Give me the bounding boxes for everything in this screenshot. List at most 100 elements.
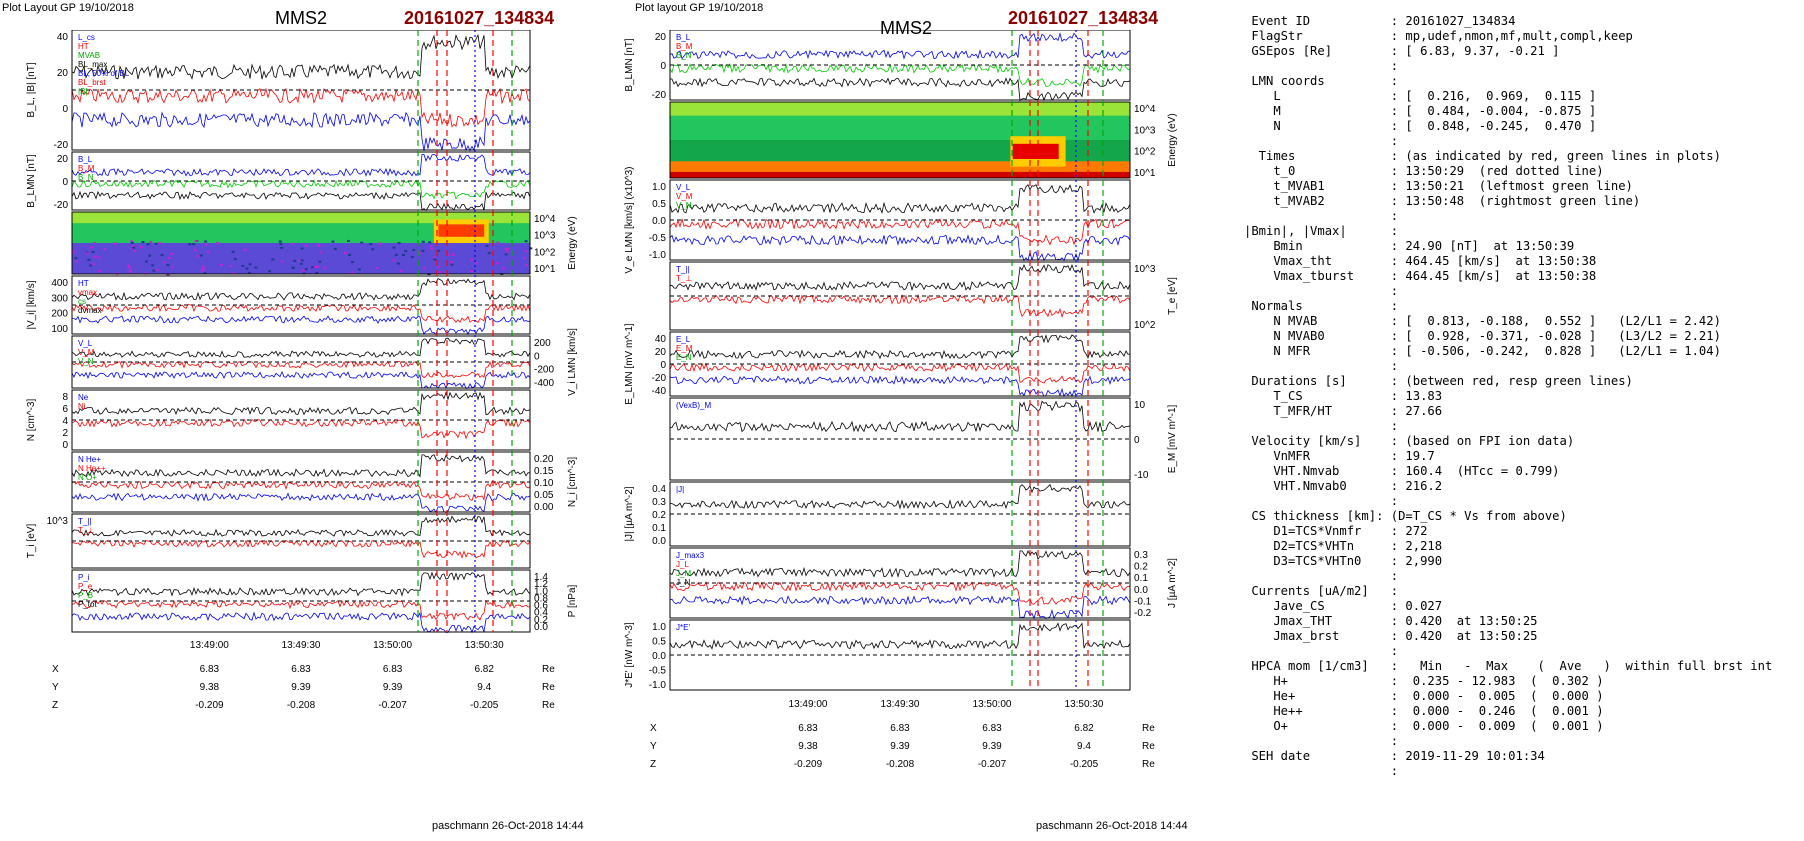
series-line (71, 418, 531, 440)
summary-line: D3=TCS*VHTn0 : 2,990 (1244, 554, 1443, 568)
spectrogram-speckle (141, 241, 145, 244)
y-tick-label: -20 (652, 90, 667, 101)
pos-row-value: 6.83 (890, 723, 910, 734)
panel-frame (669, 179, 1131, 261)
spectrogram-speckle (392, 259, 396, 262)
spectrogram-speckle (495, 262, 499, 265)
time-tick-label: 13:49:30 (282, 640, 321, 651)
series-line (71, 515, 531, 537)
y-tick-label: 40 (655, 334, 667, 345)
summary-line: : (1244, 209, 1399, 223)
summary-line: |Bmin|, |Vmax| : (1244, 224, 1399, 238)
y-tick-label: -10 (1134, 470, 1149, 481)
series-line (669, 362, 1131, 384)
legend-entry: J_L (676, 560, 689, 569)
spectrogram-speckle (245, 267, 249, 270)
series-line (71, 571, 531, 597)
y-axis-label: V_e LMN [km/s] (x10^3) (624, 167, 635, 274)
y-tick-label: -1.0 (649, 680, 667, 691)
summary-line: T_CS : 13.83 (1244, 389, 1443, 403)
pos-row-value: -0.209 (195, 700, 224, 711)
spectrogram-speckle (304, 268, 308, 271)
legend-entry: P_i (78, 573, 90, 582)
spectrogram-speckle (89, 246, 93, 249)
spectrogram-speckle (130, 240, 134, 243)
spectrogram-speckle (524, 264, 528, 267)
summary-line: VHT.Nmvab0 : 216.2 (1244, 479, 1443, 493)
summary-line: GSEpos [Re] : [ 6.83, 9.37, -0.21 ] (1244, 44, 1560, 58)
spectrogram-speckle (231, 272, 235, 275)
spectrogram-speckle (437, 249, 441, 252)
summary-line: LMN coords : (1244, 74, 1399, 88)
spectrogram-hot (1012, 143, 1059, 159)
series-line (670, 400, 1131, 433)
panel-frame (669, 261, 1131, 331)
spectrogram-speckle (496, 241, 500, 244)
legend-entry: J_N (676, 578, 690, 587)
legend-entry: MVAB (78, 51, 100, 60)
legend-entry: BL_brst (78, 78, 106, 87)
legend-entry: P_tot (78, 600, 97, 609)
spectrogram-speckle (196, 255, 200, 258)
series-line (669, 294, 1131, 319)
y-tick-label: 0.0 (534, 622, 548, 633)
y-tick-label: 0.2 (1134, 562, 1148, 573)
panel-4: 40 20 0 -20 -40 E_LMN [mV m^-1] E_LE_ME_N (624, 323, 1131, 405)
panel-2: 1.0 0.5 0.0 -0.5 -1.0 V_e LMN [km/s] (x10^3) V… (624, 167, 1131, 274)
spectrogram-speckle (93, 255, 97, 258)
spectrogram-speckle (271, 258, 275, 261)
y-tick-label: 0.5 (652, 199, 666, 210)
spectrogram-speckle (299, 262, 303, 265)
spectrogram-speckle (423, 267, 427, 270)
spectrogram-speckle (348, 253, 352, 256)
legend-entry: vmax (78, 288, 97, 297)
panel-frame (71, 569, 531, 633)
spectrogram-speckle (451, 253, 455, 256)
y-axis-label: Energy (eV) (1167, 113, 1178, 166)
legend-entry: dvmax (78, 306, 102, 315)
y-tick-label: 20 (655, 347, 667, 358)
summary-line: N MVAB : [ 0.813, -0.188, 0.552 ] (L2/L1… (1244, 314, 1721, 328)
summary-line: O+ : 0.000 - 0.009 ( 0.001 ) (1244, 719, 1604, 733)
legend-entry: T_|| (676, 265, 690, 274)
spectrogram-speckle (523, 257, 527, 260)
panel-frame (71, 30, 531, 151)
summary-line: Vmax_tht : 464.45 [km/s] at 13:50:38 (1244, 254, 1597, 268)
pos-row-unit: Re (542, 682, 555, 693)
panel-frame (669, 30, 1131, 101)
y-tick-label: -0.5 (649, 233, 667, 244)
legend-entry: P_B (78, 591, 93, 600)
spectrogram-speckle (421, 240, 425, 243)
spectrogram-speckle (487, 252, 491, 255)
y-tick-label: 10^2 (534, 247, 556, 258)
spectrogram-speckle (319, 251, 323, 254)
spectrogram-speckle (506, 247, 510, 250)
spectrogram-speckle (91, 250, 95, 253)
spectrogram-speckle (151, 264, 155, 267)
pos-row-value: -0.209 (794, 759, 823, 770)
y-tick-label: 20 (57, 154, 69, 165)
spectrogram-speckle (248, 263, 252, 266)
series-line (71, 480, 531, 501)
y-tick-label: 0.05 (534, 490, 554, 501)
spectrogram-speckle (72, 250, 76, 253)
spectrogram-speckle (291, 242, 295, 245)
y-tick-label: 400 (51, 278, 68, 289)
series-line (71, 454, 530, 478)
y-tick-label: 0 (660, 61, 666, 72)
spectrogram-speckle (188, 243, 192, 246)
spectrogram-speckle (350, 271, 354, 274)
y-axis-label: B_L, |B| [nT] (26, 62, 37, 117)
spectrogram-speckle (301, 269, 305, 272)
spectrogram-speckle (304, 244, 308, 247)
series-line (71, 33, 531, 80)
y-tick-label: 20 (57, 68, 69, 79)
y-tick-label: 0 (62, 440, 68, 451)
spectrogram-speckle (300, 259, 304, 262)
y-tick-label: 100 (51, 324, 68, 335)
series-line (72, 315, 531, 336)
spectrogram-speckle (160, 253, 164, 256)
y-axis-label: E_LMN [mV m^-1] (624, 323, 635, 405)
spectrogram-speckle (291, 266, 295, 269)
